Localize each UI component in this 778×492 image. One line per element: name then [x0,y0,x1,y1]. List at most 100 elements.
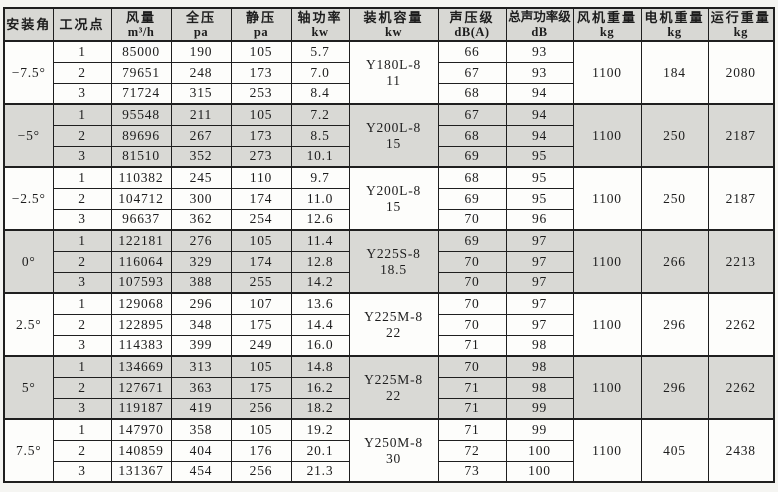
header-unit: m³/h [127,25,155,39]
cell-sound-power-level: 100 [505,460,574,483]
cell-running-weight: 2187 [707,103,775,168]
cell-running-weight: 2213 [707,229,775,294]
cell-duty-point: 3 [52,82,112,105]
motor-power: 15 [385,135,402,151]
cell-fan-weight: 1100 [572,418,642,483]
cell-sound-pressure-level: 66 [437,40,507,63]
cell-airflow: 119187 [110,397,172,420]
cell-sound-power-level: 94 [505,82,574,105]
cell-sound-power-level: 98 [505,376,574,399]
motor-model: Y225M-8 [364,371,423,387]
col-header-motor-capacity: 装机容量 kw [348,7,439,42]
cell-total-pressure: 363 [170,376,232,399]
cell-duty-point: 3 [52,145,112,168]
cell-total-pressure: 348 [170,313,232,336]
table-row: 0° 1 122181 276 105 11.4 Y225S-8 18.5 69 97 1100 26… [3,229,775,294]
cell-motor-capacity: Y225M-8 22 [348,292,439,357]
header-label: 风量 [125,10,156,25]
motor-model: Y225M-8 [364,308,423,324]
cell-running-weight: 2187 [707,166,775,231]
header-unit: kg [599,25,615,39]
cell-duty-point: 3 [52,460,112,483]
header-row: 安装角 工况点 风量 m³/h 全压 pa 静压 pa [3,7,775,42]
cell-motor-weight: 296 [640,355,709,420]
header-label: 风机重量 [576,10,637,25]
cell-airflow: 104712 [110,187,172,210]
table-row: 2 79651 248 173 7.0 67 93 [4,61,774,84]
table-row: 5° 1 134669 313 105 14.8 Y225M-8 22 70 98 1100 296 2… [3,355,775,420]
cell-sound-power-level: 95 [505,187,574,210]
cell-shaft-power: 11.0 [290,187,350,210]
cell-sound-power-level: 97 [505,292,574,315]
cell-shaft-power: 20.1 [290,439,350,462]
cell-install-angle: 5° [3,355,54,420]
header-unit: dB [531,25,548,39]
motor-model: Y200L-8 [365,119,422,135]
cell-airflow: 140859 [110,439,172,462]
cell-airflow: 116064 [110,250,172,273]
cell-total-pressure: 245 [170,166,232,189]
header-label: 电机重量 [644,10,705,25]
cell-sound-power-level: 97 [505,229,574,252]
col-header-static-pressure: 静压 pa [230,7,292,42]
cell-sound-pressure-level: 69 [437,229,507,252]
cell-sound-pressure-level: 70 [437,292,507,315]
cell-sound-power-level: 99 [505,397,574,420]
cell-duty-point: 2 [52,376,112,399]
cell-airflow: 81510 [110,145,172,168]
cell-static-pressure: 105 [230,355,292,378]
cell-duty-point: 3 [52,397,112,420]
cell-motor-weight: 250 [640,103,709,168]
cell-shaft-power: 21.3 [290,460,350,483]
cell-airflow: 131367 [110,460,172,483]
cell-sound-pressure-level: 69 [437,187,507,210]
cell-airflow: 129068 [110,292,172,315]
cell-static-pressure: 105 [230,229,292,252]
cell-motor-weight: 184 [640,40,709,105]
cell-total-pressure: 315 [170,82,232,105]
cell-airflow: 85000 [110,40,172,63]
cell-sound-power-level: 96 [505,208,574,231]
cell-fan-weight: 1100 [572,292,642,357]
cell-airflow: 79651 [110,61,172,84]
cell-static-pressure: 105 [230,103,292,126]
cell-duty-point: 2 [52,61,112,84]
cell-airflow: 95548 [110,103,172,126]
col-header-airflow: 风量 m³/h [110,7,172,42]
cell-static-pressure: 256 [230,460,292,483]
cell-running-weight: 2080 [707,40,775,105]
cell-airflow: 122895 [110,313,172,336]
cell-sound-pressure-level: 71 [437,397,507,420]
header-label: 轴功率 [297,10,343,25]
cell-sound-pressure-level: 71 [437,418,507,441]
cell-duty-point: 3 [52,208,112,231]
cell-motor-weight: 266 [640,229,709,294]
cell-airflow: 147970 [110,418,172,441]
cell-sound-power-level: 100 [505,439,574,462]
cell-motor-capacity: Y180L-8 11 [348,40,439,105]
cell-sound-pressure-level: 68 [437,82,507,105]
cell-duty-point: 2 [52,250,112,273]
cell-total-pressure: 388 [170,271,232,294]
cell-duty-point: 2 [52,124,112,147]
cell-static-pressure: 175 [230,376,292,399]
cell-sound-power-level: 97 [505,250,574,273]
cell-duty-point: 1 [52,229,112,252]
cell-sound-pressure-level: 73 [437,460,507,483]
cell-sound-pressure-level: 70 [437,355,507,378]
header-unit: kg [733,25,748,39]
cell-fan-weight: 1100 [572,103,642,168]
fan-spec-table: 安装角 工况点 风量 m³/h 全压 pa 静压 pa [3,7,775,483]
cell-install-angle: 0° [3,229,54,294]
motor-power: 22 [385,387,402,403]
header-label: 总声功率级 [508,10,571,24]
cell-sound-power-level: 98 [505,334,574,357]
cell-install-angle: −7.5° [3,40,54,105]
table-row: −5° 1 95548 211 105 7.2 Y200L-8 15 67 94 1100 250 21… [3,103,775,168]
header-label: 工况点 [59,17,105,32]
cell-duty-point: 2 [52,187,112,210]
cell-static-pressure: 105 [230,418,292,441]
cell-static-pressure: 249 [230,334,292,357]
cell-duty-point: 2 [52,439,112,462]
cell-motor-weight: 250 [640,166,709,231]
